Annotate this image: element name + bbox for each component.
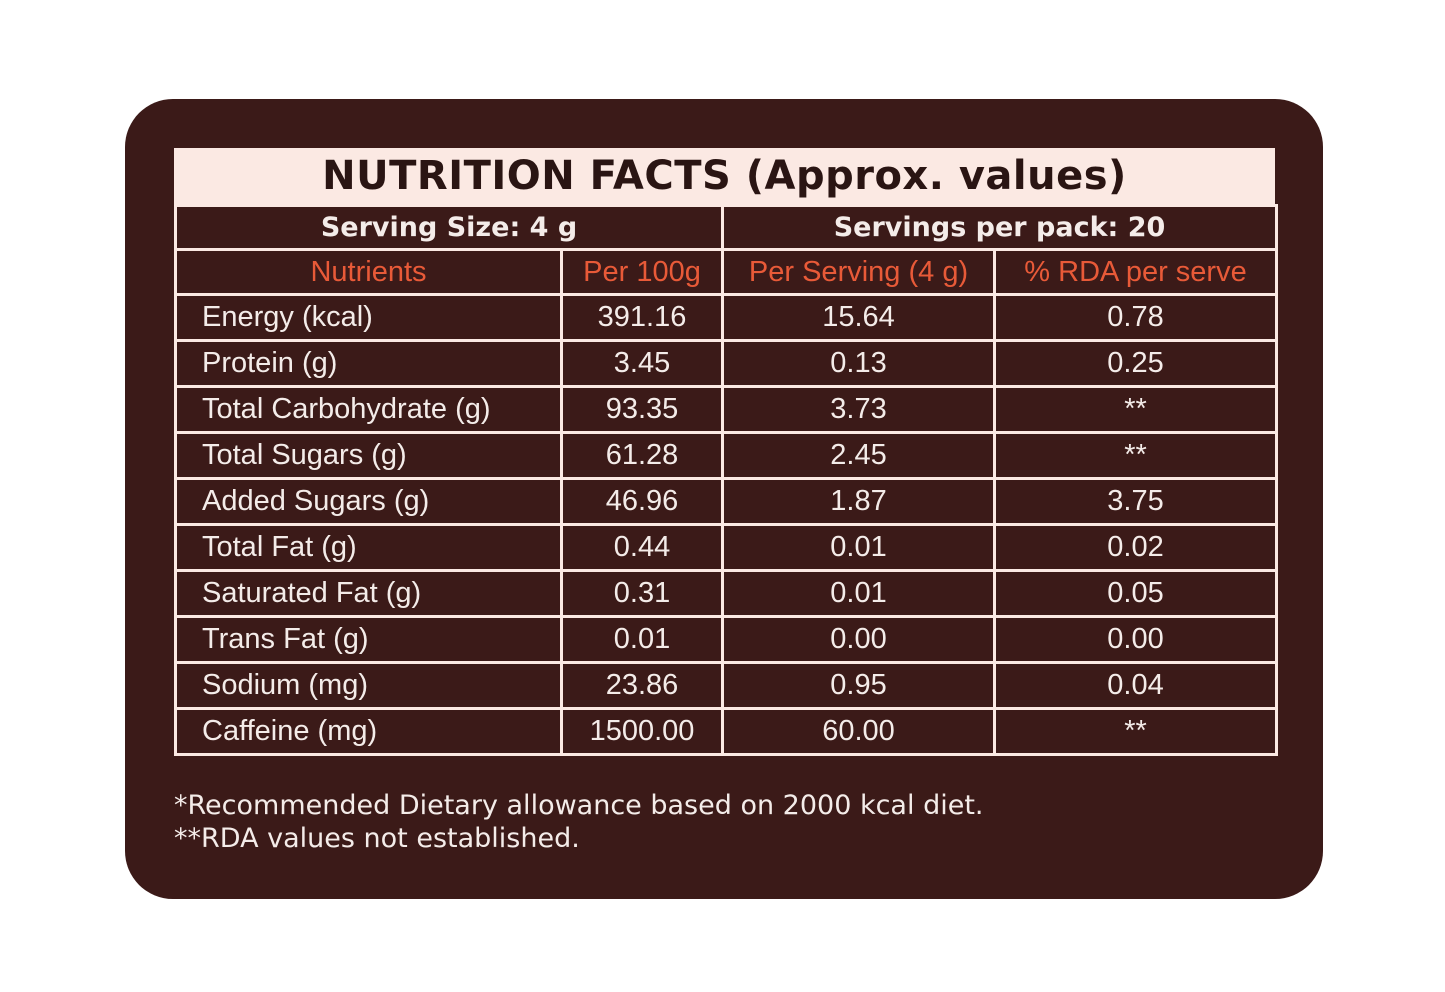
table-row: Total Carbohydrate (g) 93.35 3.73 **	[174, 385, 1279, 434]
table-row: Energy (kcal) 391.16 15.64 0.78	[174, 293, 1279, 342]
nutrient-name: Protein (g)	[174, 339, 563, 388]
table-row: Caffeine (mg) 1500.00 60.00 **	[174, 707, 1279, 756]
rda-value: 0.04	[993, 661, 1279, 710]
table-row: Sodium (mg) 23.86 0.95 0.04	[174, 661, 1279, 710]
per-serving-value: 1.87	[721, 477, 997, 526]
per-100g-value: 0.44	[559, 523, 725, 572]
nutrient-name: Caffeine (mg)	[174, 707, 563, 756]
per-100g-value: 3.45	[559, 339, 725, 388]
per-serving-value: 60.00	[721, 707, 997, 756]
nutrient-name: Trans Fat (g)	[174, 615, 563, 664]
nutrient-name: Total Fat (g)	[174, 523, 563, 572]
per-100g-value: 93.35	[559, 385, 725, 434]
rda-value: **	[993, 707, 1279, 756]
rda-value: **	[993, 431, 1279, 480]
table-row: Added Sugars (g) 46.96 1.87 3.75	[174, 477, 1279, 526]
per-serving-value: 0.01	[721, 569, 997, 618]
per-100g-value: 46.96	[559, 477, 725, 526]
header-per-serving: Per Serving (4 g)	[721, 248, 997, 296]
table-row: Saturated Fat (g) 0.31 0.01 0.05	[174, 569, 1279, 618]
per-100g-value: 0.01	[559, 615, 725, 664]
nutrient-name: Total Carbohydrate (g)	[174, 385, 563, 434]
per-100g-value: 0.31	[559, 569, 725, 618]
nutrient-name: Sodium (mg)	[174, 661, 563, 710]
header-rda: % RDA per serve	[993, 248, 1279, 296]
table-row: Trans Fat (g) 0.01 0.00 0.00	[174, 615, 1279, 664]
per-100g-value: 1500.00	[559, 707, 725, 756]
serving-row: Serving Size: 4 g Servings per pack: 20	[173, 204, 1279, 251]
rda-value: **	[993, 385, 1279, 434]
table-row: Protein (g) 3.45 0.13 0.25	[174, 339, 1279, 388]
per-serving-value: 0.95	[721, 661, 997, 710]
nutrition-title: NUTRITION FACTS (Approx. values)	[174, 148, 1275, 204]
nutrition-table: Serving Size: 4 g Servings per pack: 20 …	[173, 204, 1279, 756]
per-serving-value: 0.01	[721, 523, 997, 572]
nutrient-name: Energy (kcal)	[174, 293, 563, 342]
footnote-rda: *Recommended Dietary allowance based on …	[174, 790, 984, 821]
per-100g-value: 391.16	[559, 293, 725, 342]
header-per-100g: Per 100g	[559, 248, 725, 296]
footnotes: *Recommended Dietary allowance based on …	[174, 789, 984, 855]
per-serving-value: 0.00	[721, 615, 997, 664]
header-row: Nutrients Per 100g Per Serving (4 g) % R…	[174, 248, 1279, 296]
nutrient-name: Added Sugars (g)	[174, 477, 563, 526]
per-serving-value: 2.45	[721, 431, 997, 480]
rda-value: 0.78	[993, 293, 1279, 342]
per-serving-value: 0.13	[721, 339, 997, 388]
rda-value: 3.75	[993, 477, 1279, 526]
rda-value: 0.05	[993, 569, 1279, 618]
table-row: Total Fat (g) 0.44 0.01 0.02	[174, 523, 1279, 572]
servings-per-pack: Servings per pack: 20	[721, 204, 1279, 251]
nutrient-name: Total Sugars (g)	[174, 431, 563, 480]
rda-value: 0.02	[993, 523, 1279, 572]
header-nutrients: Nutrients	[174, 248, 563, 296]
rda-value: 0.00	[993, 615, 1279, 664]
footnote-not-established: **RDA values not established.	[174, 823, 580, 854]
table-row: Total Sugars (g) 61.28 2.45 **	[174, 431, 1279, 480]
nutrient-name: Saturated Fat (g)	[174, 569, 563, 618]
per-serving-value: 15.64	[721, 293, 997, 342]
per-100g-value: 61.28	[559, 431, 725, 480]
per-serving-value: 3.73	[721, 385, 997, 434]
serving-size: Serving Size: 4 g	[173, 204, 725, 251]
per-100g-value: 23.86	[559, 661, 725, 710]
rda-value: 0.25	[993, 339, 1279, 388]
